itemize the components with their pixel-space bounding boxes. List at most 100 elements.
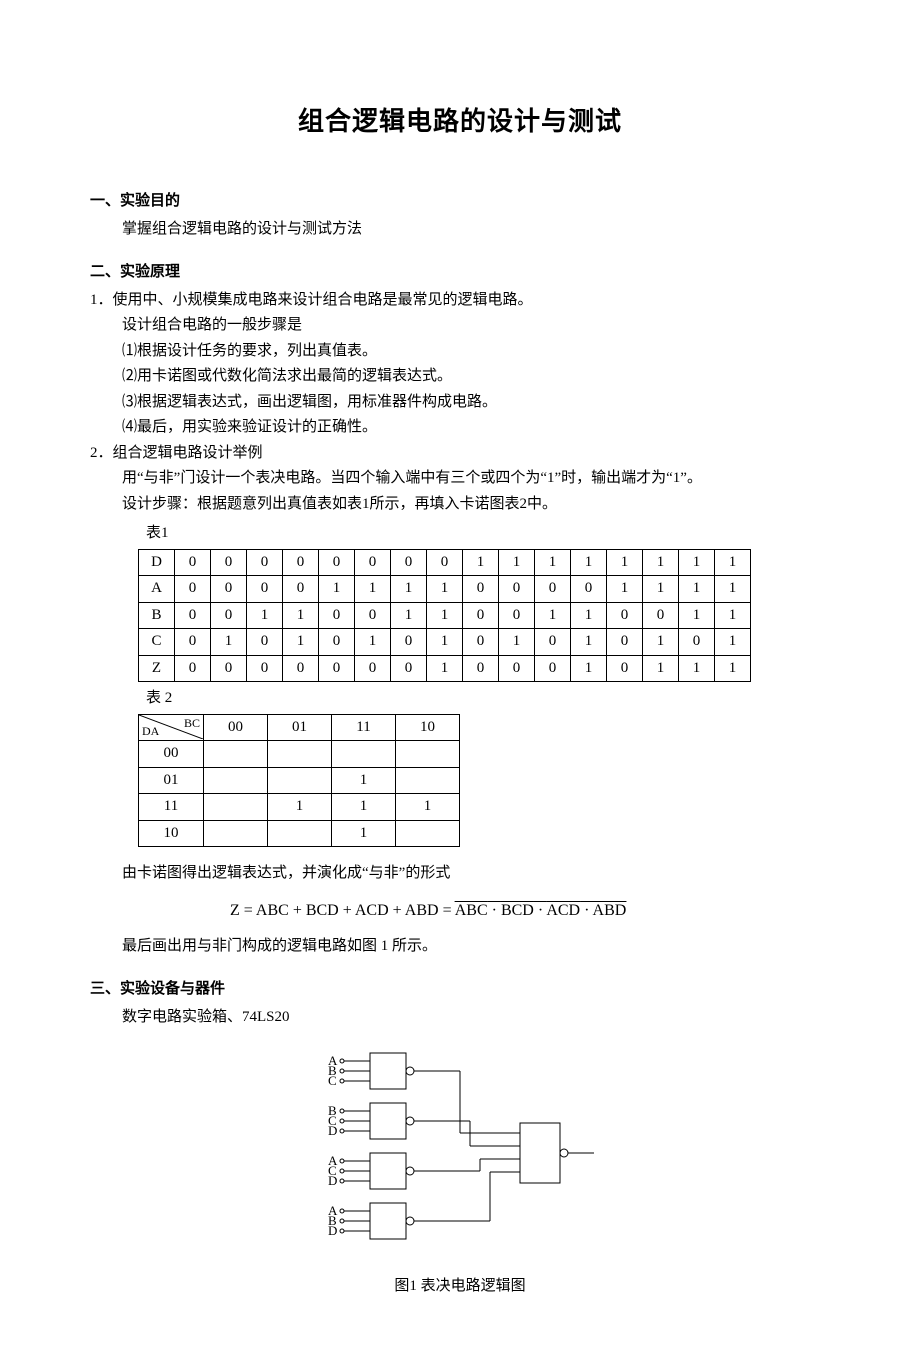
formula-nand: ABC · BCD · ACD · ABD <box>455 902 627 919</box>
truth-cell: 0 <box>319 655 355 682</box>
kmap-cell <box>396 820 460 847</box>
kmap-cell <box>204 820 268 847</box>
truth-cell: 0 <box>463 629 499 656</box>
design-intro: 设计组合电路的一般步骤是 <box>90 313 830 339</box>
kmap-rowhead: 10 <box>139 820 204 847</box>
truth-cell: 1 <box>499 629 535 656</box>
truth-cell: 0 <box>679 629 715 656</box>
truth-cell: 0 <box>535 576 571 603</box>
truth-cell: 0 <box>319 602 355 629</box>
truth-cell: 1 <box>571 629 607 656</box>
kmap-colhead: 10 <box>396 714 460 741</box>
kmap-cell <box>268 820 332 847</box>
kmap-cell <box>204 741 268 768</box>
truth-rowhead: A <box>139 576 175 603</box>
item-text: 使用中、小规模集成电路来设计组合电路是最常见的逻辑电路。 <box>113 288 830 314</box>
truth-cell: 0 <box>175 655 211 682</box>
truth-cell: 0 <box>175 576 211 603</box>
truth-cell: 0 <box>247 629 283 656</box>
kmap-cell <box>268 741 332 768</box>
item-text: 组合逻辑电路设计举例 <box>113 441 830 467</box>
kmap-cell: 1 <box>332 767 396 794</box>
truth-cell: 1 <box>499 549 535 576</box>
step2: ⑵用卡诺图或代数化简法求出最简的逻辑表达式。 <box>90 364 830 390</box>
svg-text:D: D <box>328 1173 337 1188</box>
truth-cell: 0 <box>463 576 499 603</box>
table1-label: 表1 <box>90 521 830 547</box>
truth-cell: 1 <box>355 576 391 603</box>
kmap-table: BCDA000111100001111111101 <box>138 714 460 848</box>
truth-cell: 1 <box>679 549 715 576</box>
truth-cell: 1 <box>391 576 427 603</box>
kmap-cell <box>268 767 332 794</box>
svg-text:D: D <box>328 1123 337 1138</box>
item-number: 1． <box>90 288 113 314</box>
truth-cell: 0 <box>283 655 319 682</box>
truth-cell: 1 <box>535 549 571 576</box>
truth-cell: 0 <box>535 655 571 682</box>
kmap-corner: BCDA <box>139 714 204 741</box>
truth-cell: 1 <box>715 576 751 603</box>
kmap-cell: 1 <box>268 794 332 821</box>
logic-formula: Z = ABC + BCD + ACD + ABD = ABC · BCD · … <box>90 897 830 924</box>
truth-cell: 1 <box>283 629 319 656</box>
truth-cell: 0 <box>319 629 355 656</box>
truth-cell: 1 <box>427 629 463 656</box>
formula-lhs: Z = ABC + BCD + ACD + ABD <box>230 902 439 919</box>
kmap-cell: 1 <box>332 794 396 821</box>
step3: ⑶根据逻辑表达式，画出逻辑图，用标准器件构成电路。 <box>90 390 830 416</box>
item-number: 2． <box>90 441 113 467</box>
truth-cell: 0 <box>355 655 391 682</box>
truth-cell: 0 <box>355 602 391 629</box>
section2-heading: 二、实验原理 <box>90 260 830 286</box>
truth-cell: 0 <box>607 655 643 682</box>
truth-table: D0000000011111111A0000111100001111B00110… <box>138 549 751 683</box>
truth-cell: 0 <box>247 655 283 682</box>
truth-cell: 0 <box>211 655 247 682</box>
after-kmap-text: 由卡诺图得出逻辑表达式，并演化成“与非”的形式 <box>90 861 830 887</box>
kmap-cell <box>332 741 396 768</box>
section3-heading: 三、实验设备与器件 <box>90 977 830 1003</box>
truth-rowhead: D <box>139 549 175 576</box>
kmap-colhead: 11 <box>332 714 396 741</box>
kmap-cell: 1 <box>396 794 460 821</box>
truth-cell: 1 <box>391 602 427 629</box>
truth-cell: 1 <box>463 549 499 576</box>
truth-cell: 1 <box>427 576 463 603</box>
truth-cell: 1 <box>607 576 643 603</box>
truth-cell: 0 <box>427 549 463 576</box>
section1-heading: 一、实验目的 <box>90 189 830 215</box>
truth-cell: 0 <box>211 549 247 576</box>
kmap-cell: 1 <box>332 820 396 847</box>
truth-cell: 1 <box>715 629 751 656</box>
truth-cell: 0 <box>607 629 643 656</box>
truth-cell: 0 <box>175 629 211 656</box>
truth-cell: 1 <box>679 576 715 603</box>
truth-cell: 0 <box>391 629 427 656</box>
truth-cell: 1 <box>679 655 715 682</box>
figure1-caption: 图1 表决电路逻辑图 <box>90 1274 830 1300</box>
truth-cell: 0 <box>535 629 571 656</box>
kmap-colhead: 01 <box>268 714 332 741</box>
truth-cell: 1 <box>643 655 679 682</box>
svg-text:C: C <box>328 1073 337 1088</box>
truth-cell: 1 <box>355 629 391 656</box>
section3-text: 数字电路实验箱、74LS20 <box>90 1005 830 1031</box>
section2-item2: 2． 组合逻辑电路设计举例 <box>90 441 830 467</box>
truth-rowhead: B <box>139 602 175 629</box>
truth-cell: 0 <box>571 576 607 603</box>
figure1-wrap: ABCBCDACDABD <box>90 1048 830 1268</box>
truth-cell: 1 <box>427 655 463 682</box>
truth-cell: 1 <box>283 602 319 629</box>
after-formula-text: 最后画出用与非门构成的逻辑电路如图 1 所示。 <box>90 934 830 960</box>
truth-cell: 1 <box>571 602 607 629</box>
truth-cell: 0 <box>283 576 319 603</box>
truth-cell: 1 <box>607 549 643 576</box>
step4: ⑷最后，用实验来验证设计的正确性。 <box>90 415 830 441</box>
kmap-cell <box>204 767 268 794</box>
section2-item1: 1． 使用中、小规模集成电路来设计组合电路是最常见的逻辑电路。 <box>90 288 830 314</box>
kmap-rowhead: 00 <box>139 741 204 768</box>
truth-cell: 0 <box>175 549 211 576</box>
truth-cell: 0 <box>355 549 391 576</box>
truth-rowhead: Z <box>139 655 175 682</box>
